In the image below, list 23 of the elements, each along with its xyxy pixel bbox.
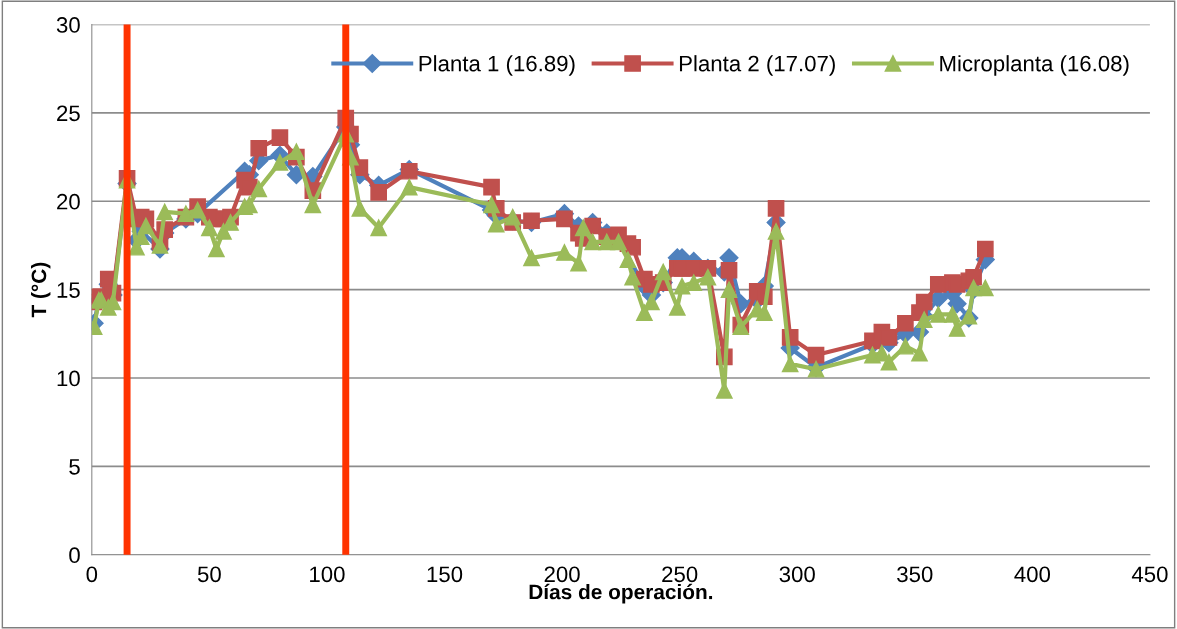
- y-axis-title: T (°C): [31, 262, 51, 318]
- y-tick-label: 25: [57, 105, 80, 122]
- y-tick-label: 0: [69, 547, 80, 564]
- x-tick-label: 150: [427, 566, 463, 583]
- legend-label: Planta 1 (16.89): [419, 55, 575, 76]
- x-tick-label: 0: [86, 566, 98, 583]
- x-tick-label: 350: [897, 566, 933, 583]
- x-tick-label: 50: [197, 566, 221, 583]
- x-tick-label: 300: [779, 566, 815, 583]
- x-tick-label: 450: [1131, 566, 1168, 583]
- legend-label: Planta 2 (17.07): [679, 55, 835, 76]
- y-tick-label: 30: [56, 17, 80, 33]
- x-tick-label: 400: [1014, 566, 1051, 583]
- y-tick-label: 5: [69, 459, 80, 475]
- y-tick-label: 20: [57, 193, 80, 210]
- y-tick-label: 10: [57, 370, 80, 387]
- x-tick-label: 100: [310, 566, 345, 583]
- legend-label: Microplanta (16.08): [940, 55, 1129, 76]
- y-tick-label: 15: [57, 282, 80, 298]
- x-tick-label: 200: [544, 566, 580, 583]
- x-axis-title: Días de operación.: [529, 583, 713, 604]
- point: [947, 294, 967, 314]
- x-tick-label: 250: [662, 566, 698, 583]
